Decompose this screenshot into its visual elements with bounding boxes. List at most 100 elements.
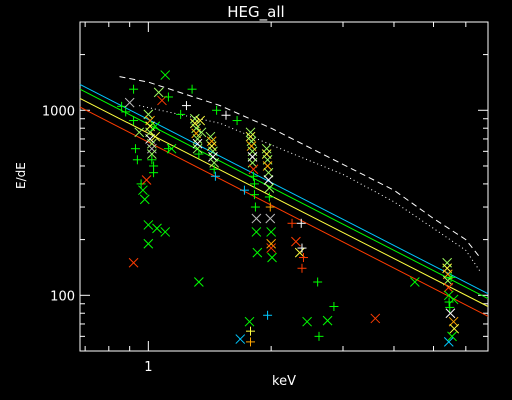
plus-marker — [163, 92, 173, 102]
marker-stroke — [370, 313, 381, 324]
marker-stroke — [150, 121, 161, 132]
cross-marker — [191, 123, 202, 134]
plus-marker — [187, 84, 197, 94]
marker-stroke — [235, 334, 246, 344]
cross-marker — [166, 143, 177, 154]
cross-marker — [192, 134, 203, 144]
marker-stroke — [153, 87, 164, 98]
cross-marker — [194, 277, 204, 287]
plus-marker — [209, 164, 219, 174]
cross-marker — [294, 247, 305, 258]
cross-marker — [124, 97, 135, 108]
marker-stroke — [160, 70, 171, 80]
marker-stroke — [448, 294, 459, 305]
cross-marker — [247, 146, 258, 157]
plus-marker — [250, 202, 260, 212]
cross-marker — [160, 70, 171, 80]
marker-stroke — [266, 227, 277, 237]
cross-marker — [141, 175, 152, 185]
chart-title: HEG_all — [227, 3, 285, 21]
plus-marker — [129, 84, 139, 94]
plus-marker — [248, 171, 258, 181]
plus-marker — [298, 253, 308, 263]
marker-stroke — [139, 194, 150, 205]
solid-line-yellow — [79, 97, 489, 307]
marker-stroke — [251, 227, 262, 237]
plus-marker — [296, 218, 306, 228]
cross-marker — [263, 167, 274, 178]
plus-marker — [176, 109, 186, 119]
marker-stroke — [267, 252, 277, 263]
cross-marker — [265, 213, 276, 224]
plus-marker — [265, 202, 275, 212]
cross-marker — [246, 136, 257, 147]
dotted-line-white — [139, 105, 481, 272]
cross-marker — [261, 143, 272, 154]
marker-stroke — [143, 220, 154, 230]
marker-stroke — [252, 247, 263, 258]
plus-marker — [297, 263, 307, 273]
plus-marker — [313, 277, 323, 287]
cross-marker — [247, 157, 258, 168]
marker-stroke — [263, 175, 274, 185]
cross-marker — [150, 121, 161, 132]
marker-stroke — [266, 243, 277, 253]
marker-stroke — [445, 308, 456, 319]
cross-marker — [264, 183, 275, 193]
marker-stroke — [141, 175, 152, 185]
cross-marker — [448, 294, 459, 305]
plus-marker — [314, 331, 324, 341]
marker-stroke — [443, 282, 454, 293]
plus-marker — [130, 144, 140, 154]
marker-stroke — [160, 227, 171, 237]
plus-marker — [297, 243, 307, 253]
cross-marker — [192, 143, 203, 154]
plus-marker — [212, 105, 222, 115]
cross-marker — [302, 316, 312, 327]
plus-marker — [444, 297, 454, 307]
solid-line-red — [79, 106, 489, 317]
dashed-line-white — [119, 76, 481, 258]
cross-marker — [196, 127, 207, 138]
marker-stroke — [152, 223, 162, 234]
marker-stroke — [145, 134, 155, 144]
y-axis-label: E/dE — [14, 162, 28, 189]
marker-stroke — [302, 316, 312, 327]
marker-stroke — [263, 167, 274, 178]
marker-stroke — [244, 316, 255, 327]
y-tick-label: 100 — [50, 289, 75, 304]
marker-stroke — [205, 131, 216, 142]
marker-stroke — [128, 257, 139, 268]
cross-marker — [209, 157, 220, 168]
marker-stroke — [192, 143, 203, 154]
marker-stroke — [449, 323, 460, 334]
marker-stroke — [409, 277, 420, 287]
cross-marker — [443, 282, 454, 293]
marker-stroke — [138, 185, 148, 196]
plus-marker — [445, 302, 455, 312]
x-axis-label: keV — [272, 374, 296, 389]
marker-stroke — [209, 157, 220, 168]
plus-marker — [121, 107, 131, 117]
cross-marker — [322, 315, 333, 326]
cross-marker — [443, 337, 454, 347]
plot-frame — [79, 21, 489, 352]
marker-stroke — [194, 277, 204, 287]
marker-stroke — [246, 141, 257, 151]
data-points — [117, 70, 460, 347]
plus-marker — [181, 101, 191, 111]
marker-stroke — [143, 238, 154, 249]
marker-stroke — [192, 138, 203, 149]
plus-marker — [129, 116, 139, 126]
cross-marker — [235, 334, 246, 344]
cross-marker — [146, 138, 157, 149]
cross-marker — [192, 138, 203, 149]
marker-stroke — [291, 236, 301, 247]
plus-marker — [246, 326, 256, 336]
plus-marker — [194, 149, 204, 159]
marker-stroke — [189, 118, 200, 129]
marker-stroke — [146, 149, 157, 159]
marker-stroke — [251, 213, 262, 224]
cross-marker — [267, 252, 277, 263]
